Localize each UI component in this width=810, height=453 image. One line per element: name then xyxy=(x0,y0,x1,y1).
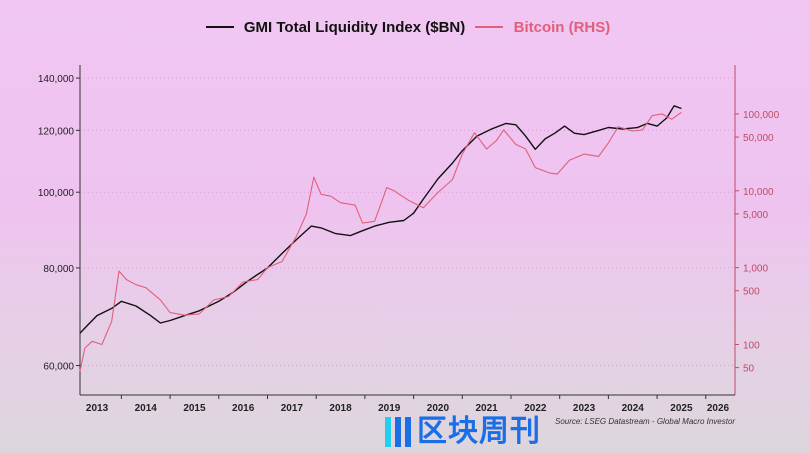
chart-legend: GMI Total Liquidity Index ($BN) Bitcoin … xyxy=(0,18,810,36)
left-tick-label: 140,000 xyxy=(38,74,75,85)
right-tick-label: 5,000 xyxy=(743,210,768,221)
legend-label-bitcoin: Bitcoin (RHS) xyxy=(513,18,611,36)
left-tick-label: 120,000 xyxy=(38,126,75,137)
x-tick-label: 2018 xyxy=(329,403,352,414)
watermark-logo: 区块周刊 xyxy=(385,415,541,449)
x-tick-label: 2019 xyxy=(378,403,401,414)
x-tick-label: 2026 xyxy=(707,403,730,414)
x-tick-label: 2025 xyxy=(670,403,693,414)
source-note: Source: LSEG Datastream - Global Macro I… xyxy=(555,417,736,426)
right-tick-label: 50 xyxy=(743,364,755,375)
series-line-bitcoin xyxy=(79,111,682,372)
legend-label-gmi: GMI Total Liquidity Index ($BN) xyxy=(243,18,466,36)
right-tick-label: 10,000 xyxy=(743,187,774,198)
x-tick-label: 2015 xyxy=(183,403,206,414)
x-tick-label: 2020 xyxy=(427,403,450,414)
right-tick-label: 100,000 xyxy=(743,110,780,121)
watermark-logo-icon xyxy=(385,417,411,447)
x-tick-label: 2022 xyxy=(524,403,547,414)
right-tick-label: 500 xyxy=(743,287,760,298)
right-tick-label: 1,000 xyxy=(743,264,768,275)
x-tick-label: 2021 xyxy=(476,403,499,414)
left-tick-label: 60,000 xyxy=(43,361,74,372)
series-line-gmi xyxy=(79,105,682,334)
right-tick-label: 50,000 xyxy=(743,133,774,144)
legend-swatch-gmi xyxy=(205,26,234,29)
x-tick-label: 2014 xyxy=(135,403,158,414)
legend-swatch-bitcoin xyxy=(475,26,504,29)
x-tick-label: 2023 xyxy=(573,403,596,414)
x-tick-label: 2016 xyxy=(232,403,255,414)
right-tick-label: 100 xyxy=(743,340,760,351)
left-tick-label: 100,000 xyxy=(38,188,75,199)
x-tick-label: 2024 xyxy=(622,403,645,414)
x-tick-label: 2013 xyxy=(86,403,109,414)
watermark-text: 区块周刊 xyxy=(417,414,541,449)
left-tick-label: 80,000 xyxy=(43,264,74,275)
x-tick-label: 2017 xyxy=(281,403,304,414)
